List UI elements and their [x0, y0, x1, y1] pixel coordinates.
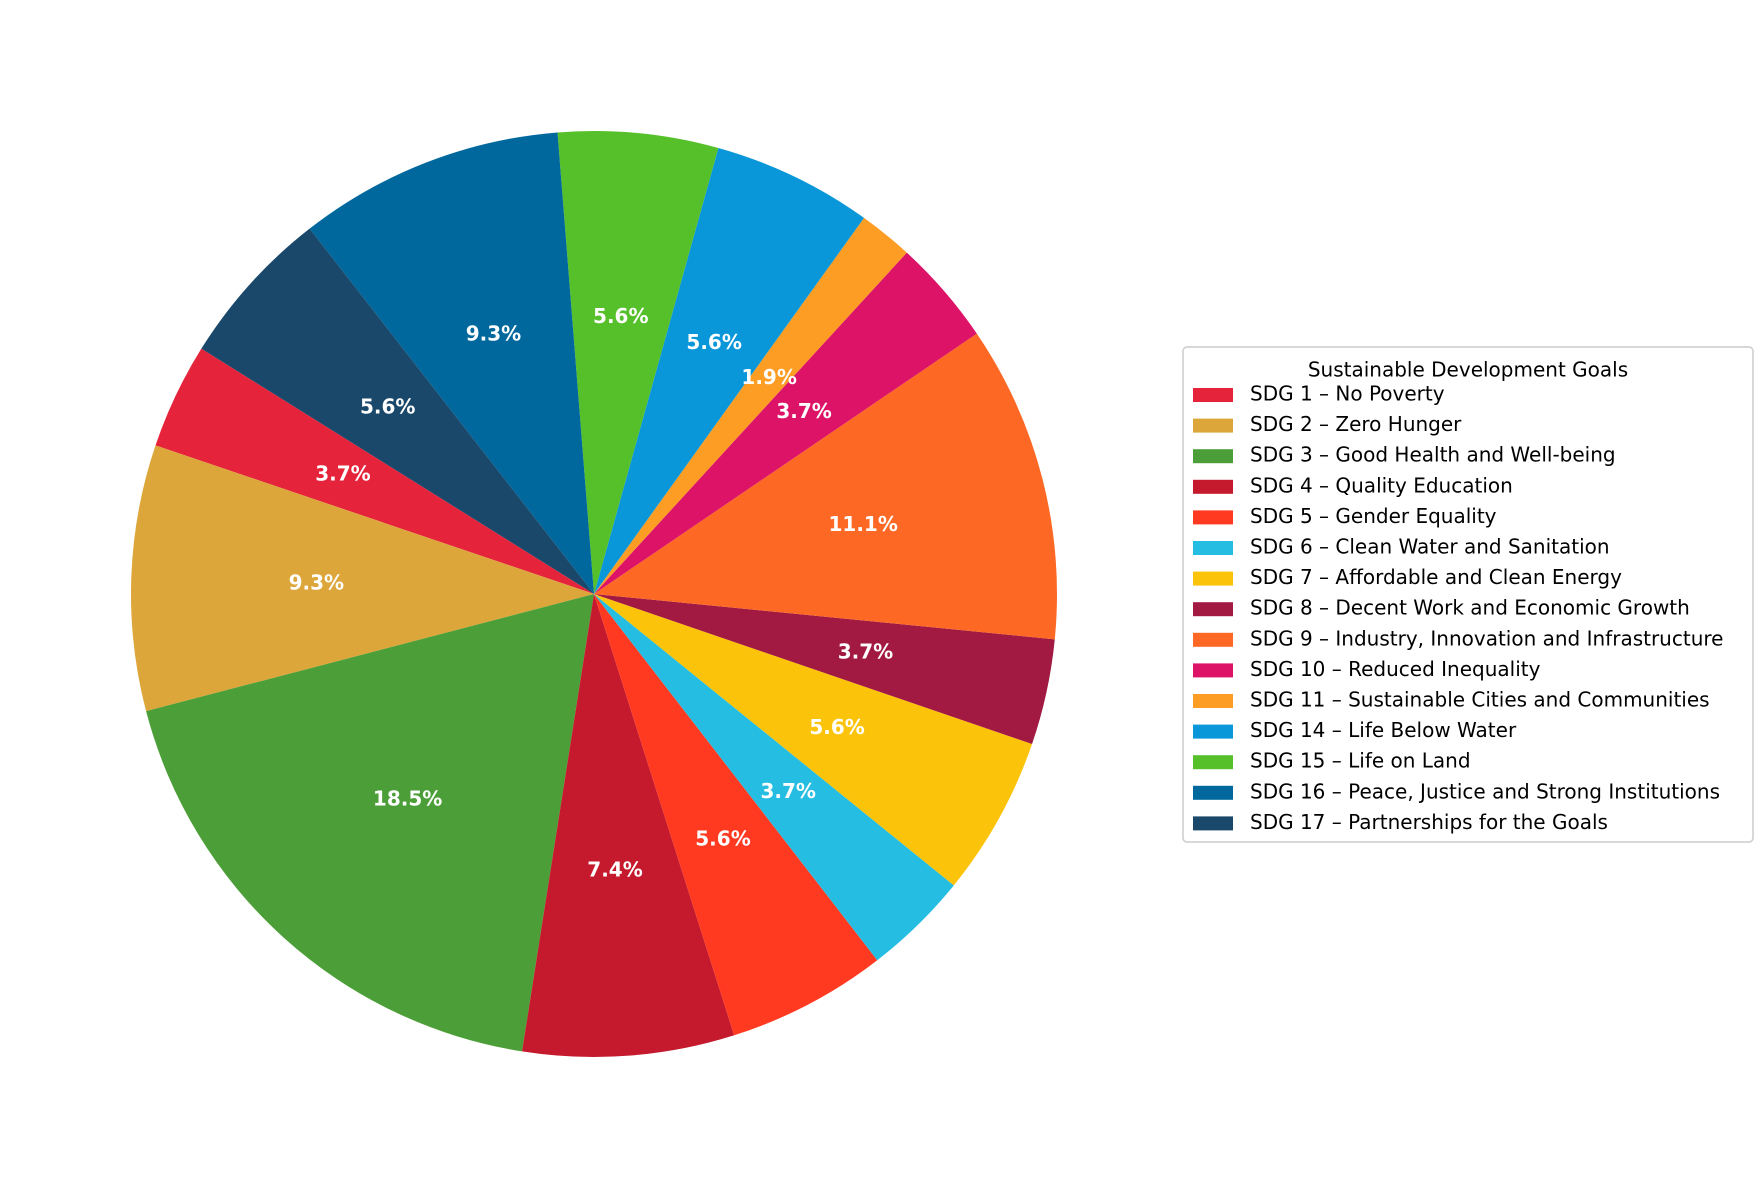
legend-label: SDG 3 – Good Health and Well-being [1250, 443, 1616, 467]
legend-label: SDG 16 – Peace, Justice and Strong Insti… [1250, 779, 1720, 803]
pie-slice [309, 132, 594, 594]
legend-label: SDG 2 – Zero Hunger [1250, 412, 1462, 436]
pie-percent-label: 5.6% [686, 330, 741, 354]
pie-slice [594, 252, 977, 594]
legend-swatch [1193, 755, 1233, 770]
pie-percent-label: 5.6% [360, 394, 415, 418]
pie-slice [557, 130, 719, 594]
pie-percent-label: 9.3% [466, 322, 521, 346]
legend-items: SDG 1 – No Poverty SDG 2 – Zero Hunger SDG… [1193, 382, 1723, 834]
pie-percent-label: 7.4% [587, 858, 642, 882]
pie-percent-label: 9.3% [289, 571, 344, 595]
legend-label: SDG 10 – Reduced Inequality [1250, 657, 1541, 681]
legend-label: SDG 9 – Industry, Innovation and Infrast… [1250, 626, 1723, 650]
legend-label: SDG 17 – Partnerships for the Goals [1250, 810, 1608, 834]
legend-label: SDG 5 – Gender Equality [1250, 504, 1497, 528]
pie-percent-label: 3.7% [760, 779, 815, 803]
legend-swatch [1193, 571, 1233, 586]
legend-swatch [1193, 541, 1233, 555]
legend-label: SDG 7 – Affordable and Clean Energy [1250, 565, 1622, 589]
pie-slices [130, 130, 1058, 1058]
pie-slice [130, 445, 594, 712]
legend: Sustainable Development Goals SDG 1 – No… [1182, 346, 1754, 843]
legend-swatch [1193, 602, 1233, 617]
pie-slice [594, 594, 954, 961]
legend-label: SDG 15 – Life on Land [1250, 749, 1471, 773]
legend-label: SDG 1 – No Poverty [1250, 382, 1445, 406]
pie-slice [522, 594, 735, 1058]
legend-swatch [1193, 816, 1233, 831]
pie-percent-label: 18.5% [373, 786, 442, 810]
legend-label: SDG 8 – Decent Work and Economic Growth [1250, 596, 1690, 620]
legend-swatch [1193, 510, 1233, 525]
pie-slice [594, 594, 1033, 886]
legend-label: SDG 4 – Quality Education [1250, 473, 1513, 497]
legend-swatch [1193, 663, 1233, 678]
pie-slice [155, 348, 595, 594]
pie-percent-label: 5.6% [809, 715, 864, 739]
pie-slice [146, 594, 594, 1052]
legend-label: SDG 6 – Clean Water and Sanitation [1250, 535, 1610, 559]
pie-percent-label: 5.6% [593, 304, 648, 328]
pie-percent-label: 3.7% [315, 462, 370, 486]
pie-slice [594, 594, 878, 1036]
pie-slice [594, 148, 865, 594]
pie-percent-label: 3.7% [776, 399, 831, 423]
legend-frame [1182, 346, 1754, 843]
legend-swatch [1193, 449, 1233, 464]
legend-title: Sustainable Development Goals [1308, 358, 1628, 382]
legend-swatch [1193, 632, 1233, 647]
pie-slice [201, 228, 594, 594]
legend-swatch [1193, 785, 1233, 800]
legend-swatch [1193, 479, 1233, 494]
pie-percent-label: 5.6% [695, 827, 750, 851]
pie-percent-label: 3.7% [838, 639, 893, 663]
legend-swatch [1193, 694, 1233, 708]
legend-swatch [1193, 724, 1233, 739]
pie-percent-labels: 3.7% 9.3% 18.5% 7.4% 5.6% 3.7% 5.6% 3.7% 11.1% 3.… [289, 304, 898, 882]
pie-percent-label: 1.9% [741, 365, 796, 389]
pie-slice [594, 333, 1058, 640]
legend-label: SDG 14 – Life Below Water [1250, 718, 1517, 742]
legend-swatch [1193, 418, 1233, 433]
pie-slice [594, 217, 907, 594]
legend-label: SDG 11 – Sustainable Cities and Communit… [1250, 688, 1710, 712]
legend-swatch [1193, 388, 1233, 402]
pie-slice [594, 594, 1055, 744]
pie-percent-label: 11.1% [828, 512, 897, 536]
